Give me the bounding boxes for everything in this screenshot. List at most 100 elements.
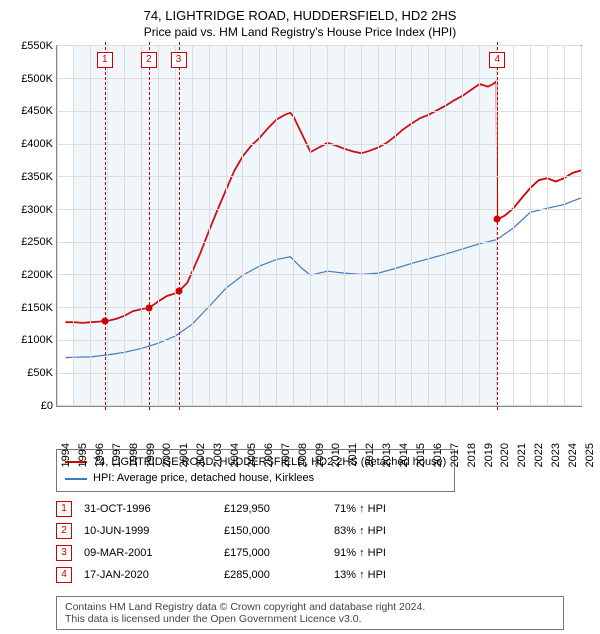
x-tick-label: 2002 [191, 443, 207, 467]
x-tick-label: 2007 [276, 443, 292, 467]
hgrid [57, 45, 581, 46]
vgrid [107, 46, 108, 406]
x-tick-label: 2018 [462, 443, 478, 467]
x-tick-label: 2017 [445, 443, 461, 467]
x-tick-label: 2006 [259, 443, 275, 467]
x-tick-label: 2003 [208, 443, 224, 467]
chart-title-line1: 74, LIGHTRIDGE ROAD, HUDDERSFIELD, HD2 2… [10, 8, 590, 25]
marker-dot [494, 216, 501, 223]
hgrid [57, 111, 581, 112]
vgrid [411, 46, 412, 406]
vgrid [462, 46, 463, 406]
event-date: 31-OCT-1996 [84, 503, 224, 515]
x-tick-label: 2013 [377, 443, 393, 467]
plot-outer: £0£50K£100K£150K£200K£250K£300K£350K£400… [56, 45, 580, 443]
x-tick-label: 2011 [343, 443, 359, 467]
vgrid [564, 46, 565, 406]
marker-number-box: 1 [97, 52, 113, 68]
x-tick-label: 1995 [73, 443, 89, 467]
vgrid [276, 46, 277, 406]
event-price: £285,000 [224, 569, 334, 581]
x-tick-label: 2024 [563, 443, 579, 467]
event-date: 10-JUN-1999 [84, 525, 224, 537]
vgrid [513, 46, 514, 406]
y-tick-label: £0 [41, 400, 57, 412]
vgrid [192, 46, 193, 406]
marker-dot [145, 304, 152, 311]
x-tick-label: 2015 [411, 443, 427, 467]
x-tick-label: 2008 [293, 443, 309, 467]
x-tick-label: 2009 [310, 443, 326, 467]
event-row: 309-MAR-2001£175,00091% ↑ HPI [56, 542, 590, 564]
x-tick-label: 2021 [512, 443, 528, 467]
hgrid [57, 373, 581, 374]
hgrid [57, 307, 581, 308]
vgrid [73, 46, 74, 406]
hgrid [57, 274, 581, 275]
vgrid [259, 46, 260, 406]
marker-line [179, 42, 180, 410]
x-tick-label: 1996 [90, 443, 106, 467]
x-tick-label: 2019 [479, 443, 495, 467]
vgrid [428, 46, 429, 406]
y-tick-label: £200K [21, 269, 57, 281]
vgrid [158, 46, 159, 406]
event-pct: 83% ↑ HPI [334, 525, 444, 537]
vgrid [344, 46, 345, 406]
legend-swatch [65, 478, 87, 480]
x-tick-label: 2025 [580, 443, 596, 467]
event-number-box: 2 [56, 523, 72, 539]
x-tick-label: 1999 [141, 443, 157, 467]
marker-line [497, 42, 498, 410]
plot-area: £0£50K£100K£150K£200K£250K£300K£350K£400… [56, 45, 582, 407]
hgrid [57, 144, 581, 145]
x-tick-label: 2020 [495, 443, 511, 467]
vgrid [175, 46, 176, 406]
event-price: £175,000 [224, 547, 334, 559]
event-date: 17-JAN-2020 [84, 569, 224, 581]
vgrid [293, 46, 294, 406]
vgrid [547, 46, 548, 406]
event-price: £150,000 [224, 525, 334, 537]
attribution-line: Contains HM Land Registry data © Crown c… [65, 601, 555, 613]
vgrid [124, 46, 125, 406]
marker-dot [101, 317, 108, 324]
event-price: £129,950 [224, 503, 334, 515]
plot-shade [74, 46, 497, 406]
event-pct: 13% ↑ HPI [334, 569, 444, 581]
y-tick-label: £550K [21, 40, 57, 52]
x-tick-label: 2012 [360, 443, 376, 467]
vgrid [226, 46, 227, 406]
y-tick-label: £100K [21, 334, 57, 346]
marker-line [149, 42, 150, 410]
x-axis-labels: 1994199519961997199819992000200120022003… [56, 407, 580, 443]
x-tick-label: 2022 [529, 443, 545, 467]
x-tick-label: 2005 [242, 443, 258, 467]
vgrid [327, 46, 328, 406]
event-date: 09-MAR-2001 [84, 547, 224, 559]
marker-line [105, 42, 106, 410]
vgrid [378, 46, 379, 406]
vgrid [361, 46, 362, 406]
y-tick-label: £250K [21, 236, 57, 248]
event-number-box: 3 [56, 545, 72, 561]
vgrid [209, 46, 210, 406]
event-row: 417-JAN-2020£285,00013% ↑ HPI [56, 564, 590, 586]
vgrid [310, 46, 311, 406]
legend-label: HPI: Average price, detached house, Kirk… [93, 470, 314, 487]
y-tick-label: £400K [21, 138, 57, 150]
marker-dot [175, 288, 182, 295]
marker-number-box: 3 [171, 52, 187, 68]
events-table: 131-OCT-1996£129,95071% ↑ HPI210-JUN-199… [56, 498, 590, 586]
vgrid [445, 46, 446, 406]
x-tick-label: 2016 [428, 443, 444, 467]
marker-number-box: 2 [141, 52, 157, 68]
x-tick-label: 1998 [124, 443, 140, 467]
hgrid [57, 78, 581, 79]
y-tick-label: £300K [21, 204, 57, 216]
hgrid [57, 209, 581, 210]
y-tick-label: £450K [21, 105, 57, 117]
chart-container: 74, LIGHTRIDGE ROAD, HUDDERSFIELD, HD2 2… [0, 0, 600, 634]
y-tick-label: £350K [21, 171, 57, 183]
chart-title-line2: Price paid vs. HM Land Registry's House … [10, 25, 590, 39]
